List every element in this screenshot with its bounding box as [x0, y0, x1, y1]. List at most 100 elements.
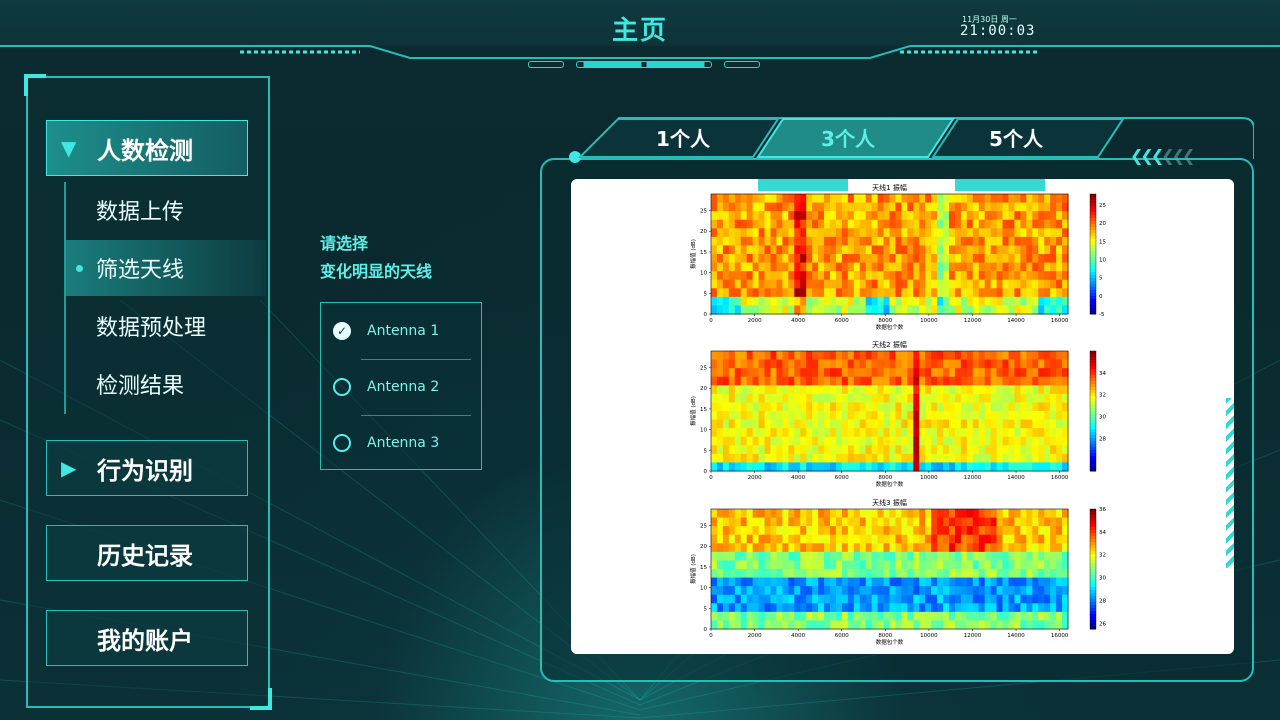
nav-sub-data-upload[interactable]: 数据上传	[66, 182, 266, 238]
nav-main-account[interactable]: 我的账户	[46, 610, 248, 666]
y-tick-label: 15	[700, 250, 707, 256]
heatmap-cell	[1050, 534, 1057, 544]
heatmap-cell	[919, 551, 926, 562]
heatmap-cell	[776, 254, 783, 264]
heatmap-cell	[1014, 577, 1021, 587]
heatmap-cell	[1032, 279, 1039, 289]
heatmap-cell	[847, 245, 855, 255]
antenna-option-2[interactable]: Antenna 2	[321, 359, 483, 415]
heatmap-cell	[978, 296, 986, 307]
heatmap-cell	[943, 569, 950, 579]
heatmap-cell	[919, 462, 926, 472]
heatmap-cell	[949, 419, 956, 429]
heatmap-cell	[883, 411, 891, 421]
radio-icon[interactable]	[333, 378, 351, 396]
heatmap-cell	[758, 517, 766, 527]
heatmap-cell	[722, 517, 730, 527]
heatmap-cell	[770, 534, 778, 544]
heatmap-cell	[972, 359, 980, 369]
heatmap-cell	[818, 368, 825, 378]
tab-5-people[interactable]: 5个人	[989, 127, 1043, 151]
heatmap-cell	[913, 194, 920, 204]
heatmap-cell	[788, 219, 795, 229]
heatmap-cell	[984, 526, 992, 536]
heatmap-cell	[1020, 211, 1027, 221]
heatmap-cell	[782, 453, 789, 464]
heatmap-cell	[954, 551, 962, 562]
heatmap-cell	[984, 194, 992, 204]
heatmap-cell	[996, 254, 1004, 264]
heatmap-cell	[830, 534, 837, 544]
heatmap-cell	[966, 245, 974, 255]
heatmap-cell	[972, 453, 980, 464]
heatmap-cell	[990, 245, 998, 255]
heatmap-cell	[853, 569, 861, 579]
heatmap-cell	[931, 228, 938, 238]
tab-1-person[interactable]: 1个人	[656, 127, 710, 151]
heatmap-cell	[984, 245, 992, 255]
heatmap-cell	[818, 296, 825, 307]
heatmap-cell	[800, 351, 807, 361]
nav-sub-preprocess[interactable]: 数据预处理	[66, 298, 266, 354]
heatmap-cell	[764, 262, 772, 272]
heatmap-cell	[1050, 586, 1057, 596]
heatmap-cell	[919, 219, 926, 229]
colorbar-step	[1090, 290, 1096, 294]
heatmap-cell	[907, 228, 914, 238]
nav-main-people-count[interactable]: ▼ 人数检测	[46, 120, 248, 176]
heatmap-cell	[865, 586, 873, 596]
heatmap-cell	[871, 368, 879, 378]
nav-main-history[interactable]: 历史记录	[46, 525, 248, 581]
heatmap-cell	[978, 219, 986, 229]
antenna-option-3[interactable]: Antenna 3	[321, 415, 483, 471]
heatmap-cell	[859, 419, 867, 429]
heatmap-cell	[716, 305, 724, 315]
heatmap-cell	[728, 428, 736, 438]
nav-sub-results[interactable]: 检测结果	[66, 356, 266, 412]
colorbar-step	[1090, 245, 1096, 249]
heatmap-cell	[883, 385, 891, 395]
heatmap-cell	[996, 211, 1004, 221]
colorbar-step	[1090, 545, 1096, 549]
heatmap-cell	[865, 611, 873, 622]
heatmap-cell	[889, 288, 897, 298]
heatmap-cell	[1062, 569, 1069, 579]
radio-icon[interactable]	[333, 434, 351, 452]
heatmap-cell	[770, 428, 778, 438]
nav-sub-filter-antenna[interactable]: 筛选天线	[66, 240, 266, 296]
heatmap-cell	[782, 620, 789, 630]
heatmap-cell	[949, 569, 956, 579]
colorbar-step	[1090, 599, 1096, 603]
heatmap-cell	[722, 376, 730, 386]
heatmap-cell	[966, 445, 974, 455]
heatmap-cell	[954, 228, 962, 238]
nav-main-behavior[interactable]: ▶ 行为识别	[46, 440, 248, 496]
heatmap-cell	[871, 603, 879, 613]
heatmap-cell	[770, 351, 778, 361]
heatmap-cell	[859, 569, 867, 579]
heatmap-cell	[937, 202, 944, 212]
heatmap-cell	[806, 569, 813, 579]
heatmap-cell	[925, 245, 932, 255]
heatmap-cell	[1032, 586, 1039, 596]
heatmap-cell	[972, 262, 980, 272]
heatmap-cell	[919, 271, 926, 281]
heatmap-cell	[746, 288, 754, 298]
check-icon[interactable]: ✓	[333, 322, 351, 340]
antenna-option-1[interactable]: ✓ Antenna 1	[321, 303, 483, 359]
heatmap-cell	[949, 534, 956, 544]
tab-3-people[interactable]: 3个人	[821, 127, 875, 151]
heatmap-cell	[740, 359, 748, 369]
heatmap-cell	[937, 393, 944, 404]
heatmap-cell	[901, 288, 908, 298]
heatmap-cell	[931, 288, 938, 298]
heatmap-cell	[1056, 296, 1063, 307]
heatmap-cell	[1044, 586, 1051, 596]
heatmap-cell	[830, 594, 837, 604]
heatmap-cell	[949, 411, 956, 421]
heatmap-cell	[978, 620, 986, 630]
heatmap-cell	[1056, 194, 1063, 204]
heatmap-cell	[722, 411, 730, 421]
heatmap-cell	[925, 517, 932, 527]
heatmap-cell	[877, 462, 885, 472]
